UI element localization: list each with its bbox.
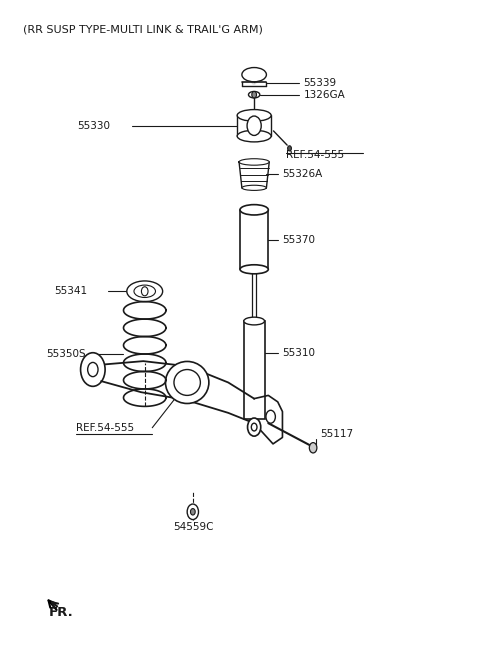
Text: 54559C: 54559C: [173, 521, 214, 532]
Text: 1326GA: 1326GA: [304, 90, 346, 100]
Circle shape: [247, 116, 261, 136]
Circle shape: [88, 362, 98, 377]
Text: 55339: 55339: [304, 78, 337, 88]
Bar: [244, 321, 264, 419]
Ellipse shape: [237, 130, 271, 142]
Circle shape: [252, 92, 256, 98]
Ellipse shape: [174, 369, 200, 396]
Ellipse shape: [240, 265, 268, 274]
Circle shape: [187, 504, 199, 519]
Ellipse shape: [240, 204, 268, 215]
Ellipse shape: [249, 92, 260, 98]
Circle shape: [142, 287, 148, 296]
Circle shape: [248, 418, 261, 436]
Ellipse shape: [237, 109, 271, 121]
Text: FR.: FR.: [49, 605, 74, 618]
Ellipse shape: [166, 362, 209, 403]
Circle shape: [81, 353, 105, 386]
Text: REF.54-555: REF.54-555: [76, 422, 134, 433]
Text: 55310: 55310: [282, 348, 315, 358]
Ellipse shape: [127, 281, 163, 302]
Circle shape: [288, 146, 291, 151]
Circle shape: [309, 443, 317, 453]
Ellipse shape: [134, 285, 156, 297]
Text: 55117: 55117: [320, 429, 353, 440]
Ellipse shape: [239, 159, 269, 165]
Circle shape: [191, 508, 195, 515]
FancyArrowPatch shape: [52, 603, 58, 608]
Ellipse shape: [242, 185, 266, 191]
Text: 55326A: 55326A: [282, 168, 323, 179]
Circle shape: [252, 423, 257, 431]
Text: 55341: 55341: [54, 286, 87, 296]
Ellipse shape: [242, 67, 266, 82]
Text: REF.54-555: REF.54-555: [286, 149, 344, 160]
Circle shape: [266, 410, 276, 423]
Text: (RR SUSP TYPE-MULTI LINK & TRAIL'G ARM): (RR SUSP TYPE-MULTI LINK & TRAIL'G ARM): [23, 25, 263, 35]
Ellipse shape: [244, 317, 264, 325]
Text: 55350S: 55350S: [47, 349, 86, 359]
Text: 55330: 55330: [77, 121, 110, 131]
Text: 55370: 55370: [282, 235, 315, 245]
